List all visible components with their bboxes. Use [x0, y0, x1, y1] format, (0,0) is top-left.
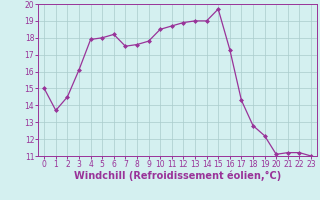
- X-axis label: Windchill (Refroidissement éolien,°C): Windchill (Refroidissement éolien,°C): [74, 171, 281, 181]
